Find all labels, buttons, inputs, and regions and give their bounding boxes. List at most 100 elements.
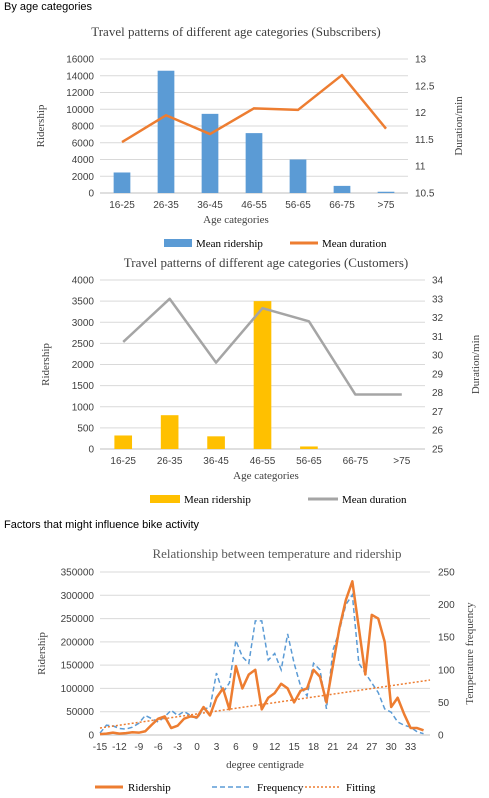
temp-xtick: -3 [173, 742, 182, 753]
cust-ytick: 2500 [72, 339, 95, 350]
sub-legend-bar-swatch [164, 239, 192, 247]
cust-xtick: 26-35 [157, 456, 183, 467]
legend-ridership-label: Ridership [128, 782, 171, 794]
temp-xtick: 6 [233, 742, 239, 753]
sub-xtick: 16-25 [109, 200, 135, 211]
sub-legend-line-label: Mean duration [322, 238, 387, 250]
sub-ylabel: Ridership [35, 104, 47, 147]
temp-xtick: 9 [253, 742, 259, 753]
temp-y2tick: 50 [438, 698, 450, 709]
temp-xtick: 30 [386, 742, 398, 753]
temp-y2tick: 250 [438, 568, 455, 579]
fitting-line [99, 679, 431, 729]
frequency-line [99, 592, 424, 735]
cust-ytick: 3500 [72, 297, 95, 308]
cust-legend-bar-swatch [150, 495, 180, 503]
temp-ytick: 250000 [61, 614, 95, 625]
sub-xtick: 66-75 [329, 200, 355, 211]
cust-bar [114, 435, 133, 449]
cust-y2label: Duration/min [470, 334, 482, 394]
sub-xtick: 46-55 [241, 200, 267, 211]
cust-ytick: 500 [77, 423, 94, 434]
sub-bar [201, 113, 219, 193]
temp-xtick: 0 [194, 742, 200, 753]
temp-xtick: 3 [214, 742, 220, 753]
cust-xtick: 36-45 [203, 456, 229, 467]
cust-ytick: 0 [88, 445, 94, 456]
cust-y2tick: 30 [432, 351, 444, 362]
cust-xtick: 16-25 [110, 456, 136, 467]
cust-xtick: 66-75 [343, 456, 369, 467]
temp-xtick: -15 [93, 742, 108, 753]
sub-xtick: 26-35 [153, 200, 179, 211]
temp-ytick: 150000 [61, 661, 95, 672]
cust-xtick: 56-65 [296, 456, 322, 467]
cust-y2tick: 26 [432, 426, 444, 437]
sub-y2label: Duration/min [453, 96, 465, 156]
cust-y2tick: 32 [432, 313, 444, 324]
cust-ytick: 3000 [72, 318, 95, 329]
temp-xtick: 18 [308, 742, 320, 753]
section-heading-factors: Factors that might influence bike activi… [4, 519, 200, 531]
sub-xtick: 56-65 [285, 200, 311, 211]
sub-y2tick: 12 [415, 108, 427, 119]
sub-bar [377, 191, 395, 193]
temp-ytick: 100000 [61, 684, 95, 695]
sub-ytick: 2000 [72, 172, 95, 183]
temp-ytick: 50000 [66, 707, 94, 718]
cust-y2tick: 31 [432, 332, 444, 343]
temp-xtick: 33 [405, 742, 417, 753]
sub-ytick: 0 [88, 189, 94, 200]
temp-ytick: 200000 [61, 637, 95, 648]
cust-y2tick: 33 [432, 294, 444, 305]
temp-xtick: -9 [134, 742, 143, 753]
cust-y2tick: 29 [432, 369, 444, 380]
sub-ytick: 10000 [66, 105, 94, 116]
temp-xtick: 15 [289, 742, 301, 753]
temp-xtick: 27 [366, 742, 378, 753]
temp-y2label: Temperature frequency [464, 602, 476, 705]
temp-y2tick: 0 [438, 731, 444, 742]
temp-ytick: 350000 [61, 568, 95, 579]
ridership-line [99, 580, 424, 736]
sub-ytick: 12000 [66, 88, 94, 99]
sub-bar [157, 70, 175, 193]
temp-y2tick: 150 [438, 633, 455, 644]
sub-legend-bar-label: Mean ridership [196, 238, 263, 250]
cust-ytick: 2000 [72, 360, 95, 371]
sub-y2tick: 11.5 [415, 135, 434, 146]
temp-xlabel: degree centigrade [226, 759, 304, 771]
sub-y2tick: 13 [415, 55, 427, 66]
cust-ytick: 1000 [72, 402, 95, 413]
cust-y2tick: 34 [432, 276, 444, 287]
sub-ytick: 14000 [66, 71, 94, 82]
sub-bar [289, 159, 307, 193]
temp-y2tick: 100 [438, 665, 455, 676]
legend-frequency-label: Frequency [257, 782, 304, 794]
temp-ytick: 300000 [61, 591, 95, 602]
temp-title: Relationship between temperature and rid… [152, 546, 401, 561]
temperature-chart: Relationship between temperature and rid… [36, 546, 476, 794]
temp-ytick: 0 [88, 731, 94, 742]
cust-duration-line [122, 297, 402, 396]
legend-fitting-label: Fitting [346, 782, 376, 794]
sub-y2tick: 11 [415, 162, 426, 173]
temp-y2tick: 200 [438, 600, 455, 611]
sub-xlabel: Age categories [203, 214, 269, 226]
sub-duration-line [121, 73, 387, 144]
cust-ytick: 4000 [72, 276, 95, 287]
subscriber-chart: Travel patterns of different age categor… [35, 24, 465, 250]
temp-xtick: -6 [154, 742, 163, 753]
cust-y2tick: 27 [432, 407, 444, 418]
sub-ytick: 4000 [72, 155, 95, 166]
sub-xtick: >75 [378, 200, 395, 211]
sub-y2tick: 10.5 [415, 189, 435, 200]
customer-chart: Travel patterns of different age categor… [40, 255, 482, 506]
section-heading-age: By age categories [4, 1, 93, 13]
temp-xtick: 12 [269, 742, 281, 753]
sub-xtick: 36-45 [197, 200, 223, 211]
cust-xlabel: Age categories [233, 470, 299, 482]
cust-y2tick: 28 [432, 388, 444, 399]
cust-ylabel: Ridership [40, 343, 52, 386]
temp-xtick: 24 [347, 742, 359, 753]
